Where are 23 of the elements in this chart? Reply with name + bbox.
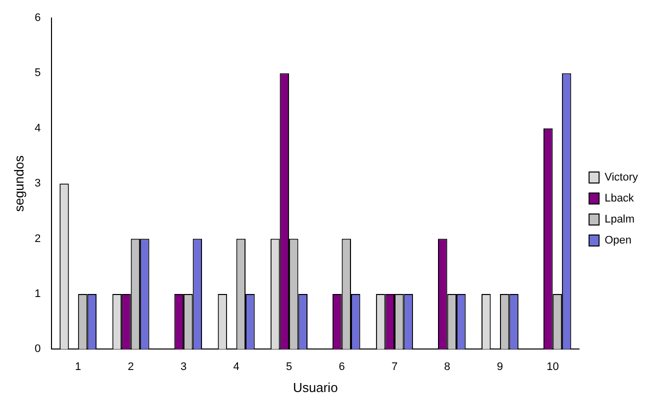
y-tick-label: 1 (34, 288, 41, 300)
x-tick-label: 7 (391, 360, 398, 373)
y-tick-label: 5 (34, 67, 41, 80)
x-tick-label: 4 (233, 360, 240, 373)
x-tick-label: 6 (338, 360, 345, 373)
x-tick-label: 8 (444, 360, 450, 373)
y-tick-label: 0 (34, 343, 41, 356)
x-tick-label: 1 (75, 360, 82, 373)
y-tick-label: 2 (34, 232, 41, 245)
y-tick-label: 4 (34, 122, 41, 134)
y-axis-title: segundos (11, 154, 26, 212)
x-tick-label: 9 (496, 360, 504, 373)
legend-label: Lback (604, 192, 634, 205)
x-tick-label: 5 (286, 360, 292, 373)
y-tick-label: 6 (34, 12, 41, 24)
y-tick-label: 3 (34, 178, 41, 190)
x-tick-label: 2 (128, 360, 134, 373)
x-tick-label: 10 (546, 360, 559, 373)
legend-label: Lpalm (604, 214, 635, 226)
x-tick-label: 3 (180, 360, 187, 373)
x-axis-title: Usuario (293, 380, 338, 395)
legend-label: Victory (604, 172, 638, 184)
legend-label: Open (604, 234, 632, 247)
